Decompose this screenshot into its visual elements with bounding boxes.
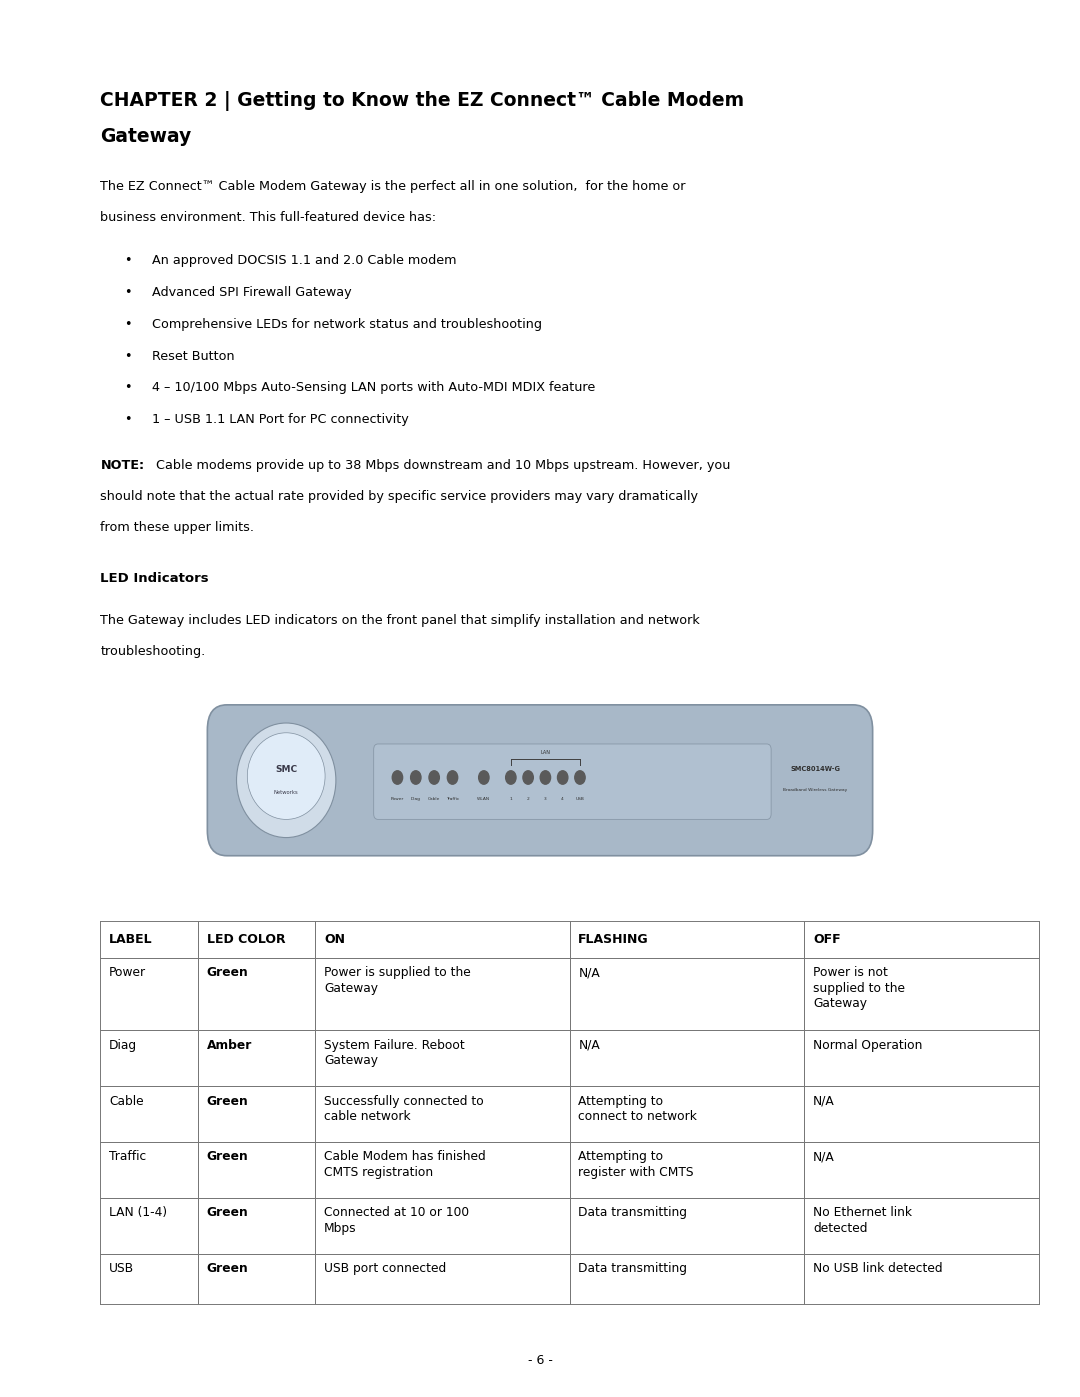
Circle shape [478,771,489,784]
Text: Cable: Cable [428,798,441,800]
Text: System Failure. Reboot
Gateway: System Failure. Reboot Gateway [324,1039,464,1067]
Circle shape [540,771,551,784]
Text: Green: Green [206,1095,248,1108]
Text: •: • [124,349,132,363]
Text: LED COLOR: LED COLOR [206,933,285,946]
Text: The Gateway includes LED indicators on the front panel that simplify installatio: The Gateway includes LED indicators on t… [100,615,700,627]
Text: Amber: Amber [206,1039,252,1052]
Text: Green: Green [206,1207,248,1220]
Text: Normal Operation: Normal Operation [813,1039,922,1052]
Text: The EZ Connect™ Cable Modem Gateway is the perfect all in one solution,  for the: The EZ Connect™ Cable Modem Gateway is t… [100,180,686,193]
Text: 2: 2 [527,798,529,800]
Text: USB: USB [109,1263,134,1275]
Text: N/A: N/A [813,1151,835,1164]
Text: LABEL: LABEL [109,933,152,946]
Text: LAN (1-4): LAN (1-4) [109,1207,167,1220]
Text: •: • [124,414,132,426]
Text: Diag: Diag [109,1039,137,1052]
Text: No Ethernet link
detected: No Ethernet link detected [813,1207,912,1235]
Text: 3: 3 [544,798,546,800]
Text: 1: 1 [510,798,512,800]
FancyBboxPatch shape [374,745,771,820]
Text: N/A: N/A [579,1039,600,1052]
Text: Traffic: Traffic [109,1151,146,1164]
Text: An approved DOCSIS 1.1 and 2.0 Cable modem: An approved DOCSIS 1.1 and 2.0 Cable mod… [152,254,457,267]
Text: Cable Modem has finished
CMTS registration: Cable Modem has finished CMTS registrati… [324,1151,486,1179]
Text: •: • [124,254,132,267]
Text: business environment. This full-featured device has:: business environment. This full-featured… [100,211,436,225]
Text: - 6 -: - 6 - [527,1354,553,1368]
Text: OFF: OFF [813,933,840,946]
Text: Successfully connected to
cable network: Successfully connected to cable network [324,1095,484,1123]
Text: LAN: LAN [540,750,551,756]
Text: Cable: Cable [109,1095,144,1108]
Circle shape [557,771,568,784]
Text: Connected at 10 or 100
Mbps: Connected at 10 or 100 Mbps [324,1207,469,1235]
Text: troubleshooting.: troubleshooting. [100,645,205,658]
Text: Attempting to
register with CMTS: Attempting to register with CMTS [579,1151,693,1179]
Text: 4 – 10/100 Mbps Auto-Sensing LAN ports with Auto-MDI MDIX feature: 4 – 10/100 Mbps Auto-Sensing LAN ports w… [152,381,595,394]
Text: Power is supplied to the
Gateway: Power is supplied to the Gateway [324,967,471,995]
Text: from these upper limits.: from these upper limits. [100,521,255,534]
Text: Attempting to
connect to network: Attempting to connect to network [579,1095,698,1123]
Text: Power is not
supplied to the
Gateway: Power is not supplied to the Gateway [813,967,905,1010]
Text: should note that the actual rate provided by specific service providers may vary: should note that the actual rate provide… [100,489,699,503]
Text: No USB link detected: No USB link detected [813,1263,943,1275]
Text: USB: USB [576,798,584,800]
Circle shape [575,771,585,784]
Text: 4: 4 [562,798,564,800]
Text: Data transmitting: Data transmitting [579,1207,687,1220]
Text: •: • [124,381,132,394]
Text: Data transmitting: Data transmitting [579,1263,687,1275]
Text: Green: Green [206,967,248,979]
Circle shape [410,771,421,784]
Text: Power: Power [391,798,404,800]
FancyBboxPatch shape [207,705,873,856]
Text: N/A: N/A [579,967,600,979]
Circle shape [429,771,440,784]
Text: Green: Green [206,1263,248,1275]
Text: N/A: N/A [813,1095,835,1108]
Text: Gateway: Gateway [100,127,191,145]
Text: Cable modems provide up to 38 Mbps downstream and 10 Mbps upstream. However, you: Cable modems provide up to 38 Mbps downs… [152,458,731,472]
Text: Reset Button: Reset Button [152,349,235,363]
Circle shape [505,771,516,784]
Text: SMC: SMC [275,764,297,774]
Text: Advanced SPI Firewall Gateway: Advanced SPI Firewall Gateway [152,286,352,299]
Text: CHAPTER 2 | Getting to Know the EZ Connect™ Cable Modem: CHAPTER 2 | Getting to Know the EZ Conne… [100,91,744,110]
Text: Comprehensive LEDs for network status and troubleshooting: Comprehensive LEDs for network status an… [152,319,542,331]
Text: 1 – USB 1.1 LAN Port for PC connectivity: 1 – USB 1.1 LAN Port for PC connectivity [152,414,409,426]
Text: USB port connected: USB port connected [324,1263,446,1275]
Ellipse shape [237,724,336,838]
Text: Traffic: Traffic [446,798,459,800]
Text: Networks: Networks [274,791,298,795]
Text: LED Indicators: LED Indicators [100,573,210,585]
Text: •: • [124,319,132,331]
Circle shape [392,771,403,784]
Text: NOTE:: NOTE: [100,458,145,472]
Ellipse shape [247,733,325,820]
Text: FLASHING: FLASHING [579,933,649,946]
Text: SMC8014W-G: SMC8014W-G [791,766,840,773]
Text: Green: Green [206,1151,248,1164]
Text: ON: ON [324,933,345,946]
Text: Broadband Wireless Gateway: Broadband Wireless Gateway [783,788,848,792]
Text: •: • [124,286,132,299]
Text: Diag: Diag [410,798,421,800]
Text: WLAN: WLAN [477,798,490,800]
Circle shape [523,771,534,784]
Text: Power: Power [109,967,146,979]
Circle shape [447,771,458,784]
